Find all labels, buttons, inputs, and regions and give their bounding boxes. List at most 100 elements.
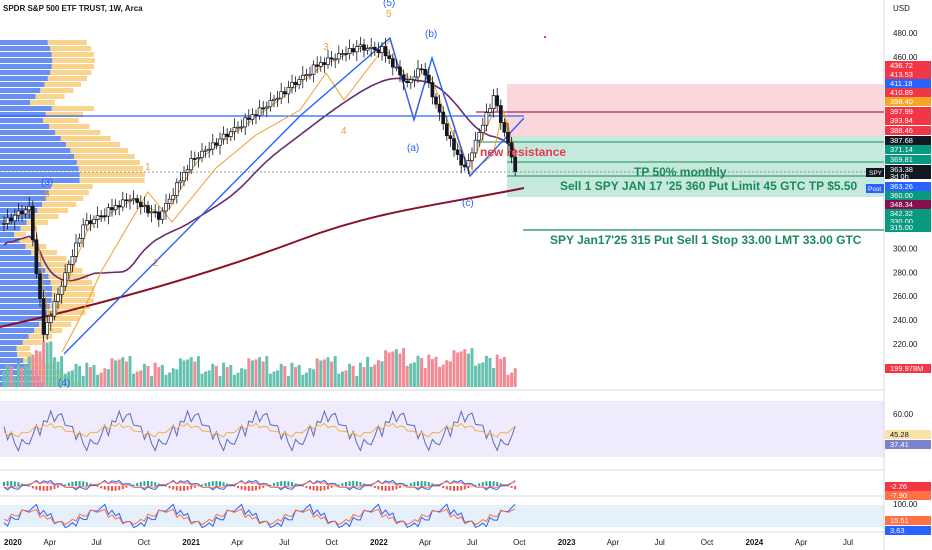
vp-row-yellow bbox=[20, 226, 38, 231]
vp-row-blue bbox=[0, 286, 52, 291]
macd-hist-bar bbox=[489, 481, 491, 486]
macd-hist-bar bbox=[85, 482, 88, 486]
stoch-badges: 15.51 3.63 bbox=[885, 516, 931, 535]
vp-row-blue bbox=[0, 166, 79, 171]
wave-5-left-label: 5 bbox=[44, 189, 50, 200]
candle-body bbox=[196, 157, 201, 160]
macd-hist-bar bbox=[309, 486, 311, 490]
candle-body bbox=[470, 152, 474, 161]
candle-body bbox=[174, 182, 179, 196]
volume-bar bbox=[434, 356, 438, 387]
vp-row-yellow bbox=[74, 154, 135, 159]
macd-hist-bar bbox=[222, 482, 225, 486]
macd-hist-bar bbox=[46, 486, 49, 491]
volume-bar bbox=[279, 363, 283, 387]
macd-hist-bar bbox=[283, 481, 286, 486]
volume-bar bbox=[225, 367, 229, 387]
candle-body bbox=[398, 66, 402, 76]
macd-hist-bar bbox=[301, 486, 304, 487]
vp-row-yellow bbox=[28, 334, 53, 339]
volume-bar bbox=[88, 367, 92, 387]
wave-a-label: (a) bbox=[407, 143, 419, 154]
vp-row-yellow bbox=[51, 106, 95, 111]
volume-bar bbox=[204, 371, 208, 387]
volume-bar bbox=[236, 372, 240, 387]
price-badge bbox=[885, 107, 931, 116]
volume-bar bbox=[513, 368, 517, 387]
volume-bar bbox=[322, 359, 326, 387]
macd-hist-bar bbox=[215, 481, 218, 486]
volume-bar bbox=[186, 359, 190, 387]
candle-body bbox=[282, 91, 287, 95]
volume-bar bbox=[171, 368, 175, 387]
candle-body bbox=[322, 62, 327, 65]
candle-body bbox=[81, 224, 86, 239]
macd-hist-bar bbox=[492, 481, 495, 486]
macd-hist-bar bbox=[82, 481, 85, 486]
macd-hist-bar bbox=[154, 482, 157, 486]
macd-hist-bar bbox=[183, 486, 185, 491]
candle-body bbox=[128, 199, 132, 202]
macd-signal-value: -7.90 bbox=[890, 491, 907, 500]
candle-body bbox=[20, 210, 24, 215]
rsi-ma-value: 37.41 bbox=[890, 440, 909, 449]
vp-row-yellow bbox=[19, 238, 36, 243]
volume-bar bbox=[405, 365, 409, 387]
volume-bar bbox=[366, 356, 370, 387]
vp-row-blue bbox=[0, 220, 27, 225]
vp-row-yellow bbox=[41, 202, 77, 207]
wave-count-lines bbox=[61, 36, 525, 355]
candle-body bbox=[189, 158, 194, 171]
macd-hist-bar bbox=[165, 486, 167, 487]
candle-body bbox=[272, 98, 276, 101]
vp-row-blue bbox=[0, 184, 51, 189]
macd-hist-bar bbox=[13, 481, 16, 486]
vp-row-blue bbox=[0, 358, 24, 363]
vp-row-yellow bbox=[78, 166, 144, 171]
volume-bar bbox=[128, 356, 132, 387]
candle-body bbox=[304, 74, 309, 76]
vp-row-blue bbox=[0, 124, 50, 129]
volume-bar bbox=[247, 358, 251, 387]
volume-bar bbox=[294, 367, 298, 387]
macd-hist-bar bbox=[327, 486, 329, 490]
macd-hist-bar bbox=[172, 486, 175, 490]
macd-hist-bar bbox=[179, 486, 182, 491]
stoch-d-value: 3.63 bbox=[890, 526, 905, 535]
vp-row-yellow bbox=[52, 292, 95, 297]
vp-row-yellow bbox=[51, 298, 94, 303]
time-tick-label: Jul bbox=[655, 538, 665, 547]
wave-4-paren-label: (4) bbox=[58, 378, 70, 389]
candle-body bbox=[48, 315, 53, 323]
vp-row-yellow bbox=[34, 370, 64, 375]
time-tick-label: Apr bbox=[607, 538, 620, 547]
candle-body bbox=[164, 202, 168, 212]
volume-bar bbox=[132, 373, 136, 387]
price-badge bbox=[885, 61, 931, 70]
candle-body bbox=[210, 142, 215, 150]
candle-body bbox=[171, 195, 176, 200]
candle-body bbox=[318, 62, 323, 67]
macd-hist-bar bbox=[251, 486, 254, 491]
new-resistance-label: new resistance bbox=[480, 145, 566, 159]
vp-row-yellow bbox=[45, 112, 84, 117]
vp-row-blue bbox=[0, 40, 48, 45]
volume-bar bbox=[466, 353, 470, 387]
price-badge bbox=[885, 182, 931, 191]
price-badge bbox=[885, 126, 931, 135]
volume-bar bbox=[168, 372, 172, 387]
support-zone bbox=[507, 136, 884, 197]
volume-bar bbox=[376, 360, 380, 387]
volume-bar bbox=[229, 364, 233, 387]
volume-bar bbox=[297, 364, 301, 387]
candle-body bbox=[477, 132, 482, 141]
volume-bar bbox=[20, 367, 24, 387]
volume-bar bbox=[96, 374, 100, 387]
price-badge-text: 387.68 bbox=[890, 136, 913, 145]
annotations: (5) 5 (b) 3 4 (a) (c) 1 (3) 5 2 (4) new … bbox=[41, 0, 862, 389]
candle-body bbox=[358, 44, 363, 47]
macd-hist-bar bbox=[453, 486, 455, 491]
volume-bar bbox=[250, 360, 254, 387]
macd-hist-bar bbox=[341, 483, 344, 486]
